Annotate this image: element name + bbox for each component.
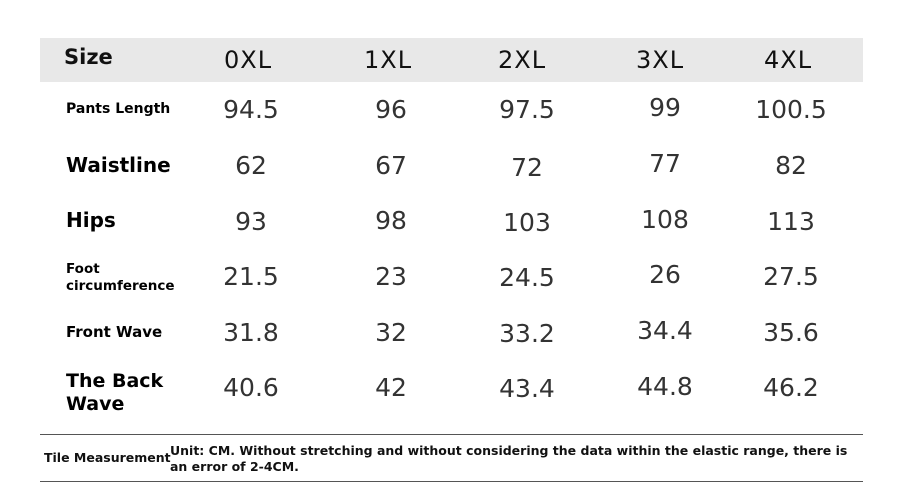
measurement-note: Unit: CM. Without stretching and without…: [170, 443, 848, 474]
table-cell: 97.5: [499, 95, 555, 124]
table-cell: 93: [235, 207, 267, 236]
footer-top-rule: [40, 434, 863, 435]
row-label-hips: Hips: [66, 208, 116, 232]
table-cell: 98: [375, 206, 407, 235]
table-cell: 24.5: [499, 263, 555, 292]
table-cell: 35.6: [763, 318, 819, 347]
table-cell: 72: [511, 153, 543, 182]
column-header-4xl: 4XL: [764, 46, 813, 74]
table-cell: 34.4: [637, 316, 693, 345]
row-label-waistline: Waistline: [66, 153, 171, 177]
table-cell: 67: [375, 151, 407, 180]
table-cell: 82: [775, 151, 807, 180]
table-cell: 103: [503, 208, 551, 237]
row-label-back-wave-line1: The Back: [66, 370, 164, 392]
table-cell: 96: [375, 95, 407, 124]
table-cell: 21.5: [223, 262, 279, 291]
table-cell: 27.5: [763, 262, 819, 291]
table-cell: 31.8: [223, 318, 279, 347]
row-label-pants-length: Pants Length: [66, 101, 171, 117]
row-label-back-wave-line2: Wave: [66, 393, 125, 415]
table-cell: 100.5: [755, 95, 827, 124]
size-header: Size: [64, 45, 113, 69]
column-header-1xl: 1XL: [364, 46, 413, 74]
table-cell: 26: [649, 260, 681, 289]
table-cell: 62: [235, 151, 267, 180]
table-cell: 33.2: [499, 319, 555, 348]
column-header-0xl: 0XL: [224, 46, 273, 74]
table-cell: 46.2: [763, 373, 819, 402]
row-label-foot-line1: Foot: [66, 261, 100, 277]
table-cell: 23: [375, 262, 407, 291]
tile-measurement-label: Tile Measurement: [44, 450, 171, 465]
table-cell: 42: [375, 373, 407, 402]
table-cell: 32: [375, 318, 407, 347]
row-label-front-wave: Front Wave: [66, 323, 163, 341]
row-label-foot-line2: circumference: [66, 278, 175, 294]
table-cell: 43.4: [499, 374, 555, 403]
column-header-3xl: 3XL: [636, 46, 685, 74]
table-cell: 77: [649, 149, 681, 178]
table-cell: 108: [641, 205, 689, 234]
table-cell: 99: [649, 93, 681, 122]
footer-bottom-rule: [40, 481, 863, 482]
table-cell: 44.8: [637, 372, 693, 401]
table-cell: 40.6: [223, 373, 279, 402]
table-cell: 94.5: [223, 95, 279, 124]
column-header-2xl: 2XL: [498, 46, 547, 74]
table-header-band: [40, 38, 863, 82]
table-cell: 113: [767, 207, 815, 236]
